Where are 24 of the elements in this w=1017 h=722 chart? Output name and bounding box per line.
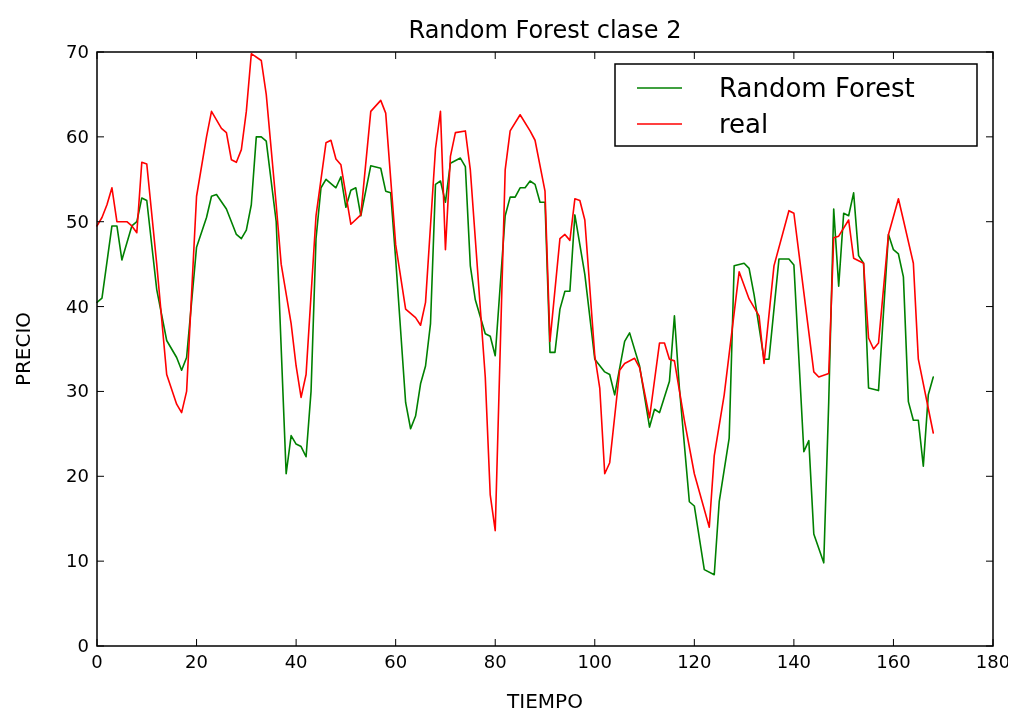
x-tick-label: 80	[483, 651, 507, 672]
x-tick-label: 100	[577, 651, 612, 672]
y-tick-label: 70	[66, 41, 89, 62]
x-tick-label: 40	[284, 651, 308, 672]
y-tick-label: 0	[77, 635, 89, 656]
legend-label: Random Forest	[719, 73, 915, 103]
y-tick-label: 30	[66, 380, 89, 402]
x-tick-label: 20	[185, 651, 209, 672]
y-tick-label: 20	[66, 465, 89, 487]
x-axis-title: TIEMPO	[506, 689, 583, 713]
x-tick-label: 140	[776, 651, 812, 672]
x-tick-label: 160	[876, 651, 911, 672]
y-axis-title: PRECIO	[11, 311, 35, 387]
chart-title: Random Forest clase 2	[408, 16, 682, 44]
x-tick-label: 120	[677, 651, 712, 672]
line-series	[96, 136, 935, 576]
y-tick-label: 50	[66, 210, 89, 232]
x-tick-label: 60	[384, 651, 408, 672]
x-tick-label: 0	[91, 651, 103, 672]
y-tick-label: 60	[66, 125, 89, 147]
y-tick-label: 40	[66, 295, 89, 317]
line-series	[96, 52, 935, 532]
legend-label: real	[719, 109, 769, 139]
y-tick-label: 10	[66, 550, 89, 572]
